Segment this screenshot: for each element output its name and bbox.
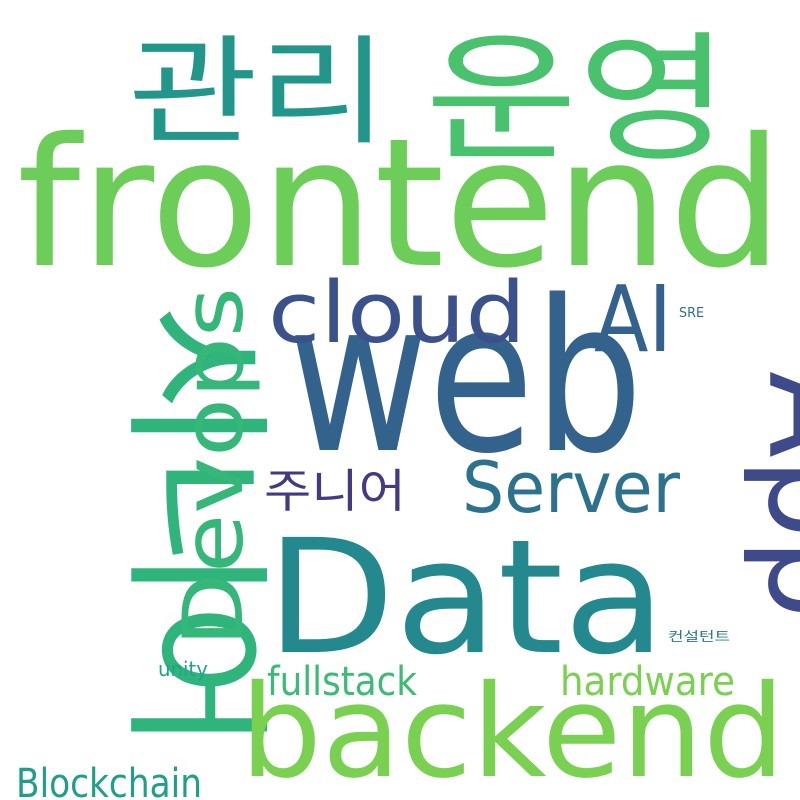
word-gwanri: 관리	[128, 23, 388, 161]
word-cloud: cloud	[268, 264, 526, 363]
word-app: App	[740, 371, 800, 619]
word-data: Data	[266, 506, 666, 690]
word-sre: SRE	[679, 306, 704, 321]
word-sinieo: 시니어	[107, 304, 281, 752]
word-devops: Devops	[165, 287, 262, 647]
word-ai: AI	[594, 266, 672, 373]
word-keonseolteonteu: 컨설턴트	[668, 630, 730, 645]
word-frontend: frontend	[17, 100, 783, 307]
word-unity: unity	[158, 657, 208, 681]
word-blockchain: Blockchain	[16, 761, 202, 800]
word-server: Server	[462, 447, 680, 529]
word-unyeong: 운영	[425, 19, 730, 182]
word-backend: backend	[240, 658, 785, 800]
word-junieo: 주니어	[264, 464, 406, 518]
word-hardware: hardware	[560, 659, 735, 705]
word-fullstack: fullstack	[267, 659, 418, 705]
word-web: web	[288, 255, 643, 500]
